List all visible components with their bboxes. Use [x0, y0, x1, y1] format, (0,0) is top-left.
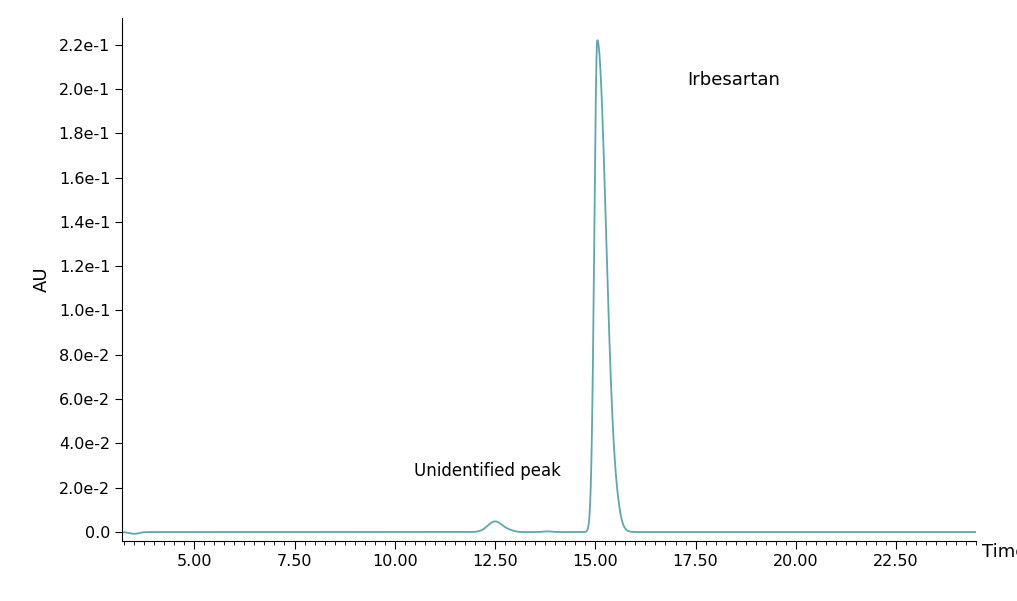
- Y-axis label: AU: AU: [33, 267, 51, 292]
- Text: Time: Time: [982, 543, 1017, 561]
- Text: Unidentified peak: Unidentified peak: [414, 462, 560, 480]
- Text: Irbesartan: Irbesartan: [687, 71, 780, 89]
